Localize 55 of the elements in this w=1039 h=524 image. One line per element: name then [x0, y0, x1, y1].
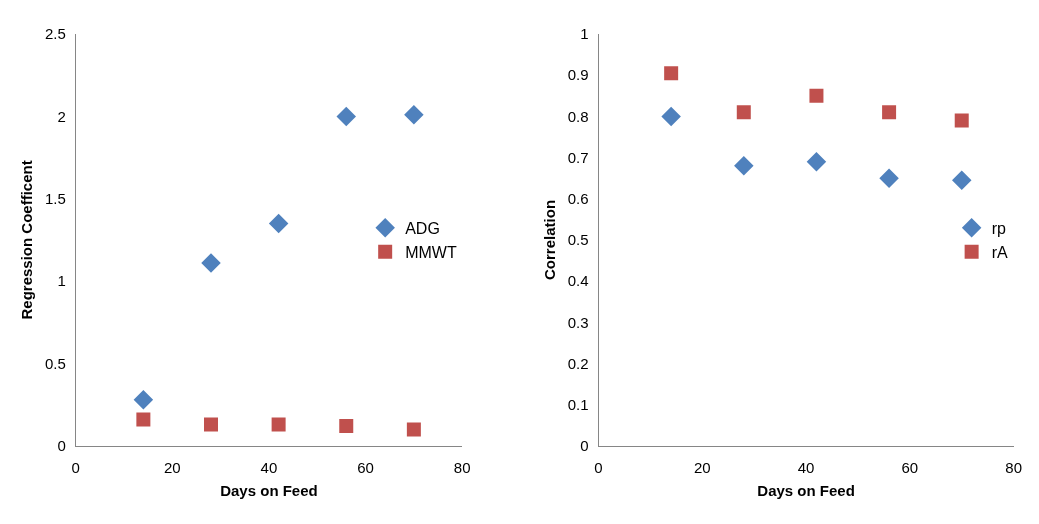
- point: [882, 105, 897, 120]
- point: [204, 417, 218, 432]
- point: [736, 105, 751, 120]
- x-tick-label: 0: [594, 458, 603, 476]
- point: [734, 156, 754, 176]
- y-tick-label: 0: [580, 437, 589, 455]
- point: [339, 419, 354, 434]
- x-tick-label: 20: [693, 458, 711, 476]
- legend-label: MMWT: [405, 243, 457, 261]
- y-tick-label: 0.1: [567, 395, 589, 413]
- point: [336, 106, 356, 127]
- x-tick-label: 80: [1005, 458, 1022, 476]
- x-tick-label: 80: [453, 458, 471, 476]
- y-tick-label: 0.5: [567, 231, 589, 249]
- point: [201, 253, 221, 273]
- point: [268, 213, 289, 234]
- x-tick-label: 60: [901, 458, 919, 476]
- x-tick-label: 40: [797, 458, 815, 476]
- x-tick-label: 20: [164, 458, 181, 476]
- point: [406, 422, 421, 437]
- y-tick-label: 2.5: [44, 25, 66, 43]
- y-tick-label: 2: [57, 107, 66, 125]
- point: [951, 170, 972, 190]
- x-axis-title: Days on Feed: [220, 481, 318, 499]
- y-tick-label: 1: [580, 25, 589, 43]
- x-tick-label: 0: [71, 458, 80, 476]
- x-tick-label: 60: [357, 458, 374, 476]
- y-axis-title: Correlation: [540, 199, 558, 280]
- y-tick-label: 0.8: [567, 107, 589, 125]
- y-tick-label: 0: [57, 437, 66, 455]
- y-tick-label: 0.7: [567, 148, 589, 166]
- y-tick-label: 0.9: [567, 66, 589, 84]
- point: [879, 168, 899, 188]
- point: [271, 417, 286, 432]
- y-tick-label: 0.5: [44, 354, 66, 372]
- legend-label: rA: [991, 243, 1008, 261]
- y-tick-label: 0.4: [567, 272, 589, 290]
- y-tick-label: 0.6: [567, 190, 589, 208]
- x-axis-title: Days on Feed: [757, 481, 855, 499]
- point: [954, 113, 969, 128]
- point: [661, 106, 681, 127]
- point: [404, 105, 424, 125]
- y-axis-title: Regression Coefficent: [18, 160, 36, 320]
- point: [664, 66, 679, 81]
- point: [133, 389, 154, 410]
- y-tick-label: 0.3: [567, 313, 589, 331]
- y-tick-label: 0.2: [567, 354, 589, 372]
- legend-label: ADG: [405, 220, 440, 238]
- point: [136, 412, 151, 427]
- x-tick-label: 40: [260, 458, 278, 476]
- y-tick-label: 1: [57, 272, 66, 290]
- legend-label: rp: [991, 220, 1006, 238]
- point: [806, 151, 827, 172]
- y-tick-label: 1.5: [44, 190, 66, 208]
- point: [809, 88, 824, 103]
